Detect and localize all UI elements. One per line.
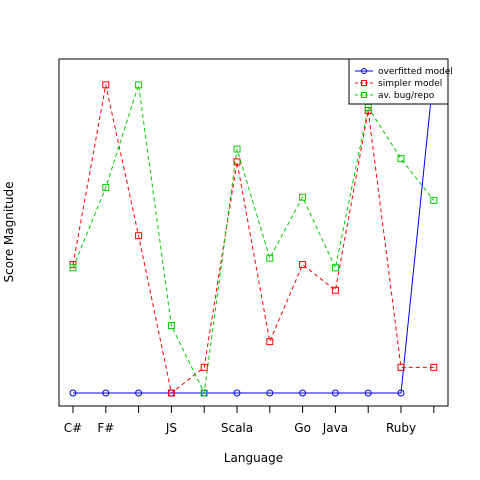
legend-marker [361,80,367,86]
data-point-overfitted-model-8 [331,389,339,397]
series-overfitted-model [69,68,438,397]
data-point-av-bug-repo-3 [167,322,175,330]
data-point-simpler-model-4 [200,363,208,371]
x-tick-label-f: F# [97,421,114,435]
data-point-av-bug-repo-11 [430,196,438,204]
data-point-av-bug-repo-2 [135,81,143,89]
x-tick-label-go: Go [294,421,311,435]
data-point-overfitted-model-7 [299,389,307,397]
data-point-simpler-model-11 [430,363,438,371]
data-point-overfitted-model-6 [266,389,274,397]
data-point-overfitted-model-0 [69,389,77,397]
data-point-overfitted-model-10 [397,389,405,397]
x-tick-label-java: Java [322,421,348,435]
data-point-simpler-model-2 [135,232,143,240]
legend: overfitted model simpler model av. bug/rep… [348,58,453,105]
y-axis-label: Score Magnitude [2,182,16,283]
legend-item-av-bug-repo: av. bug/repo [355,91,435,101]
legend-label: overfitted model [378,67,453,77]
x-tick-label-c: C# [64,421,82,435]
data-point-simpler-model-1 [102,81,110,89]
legend-label: simpler model [378,79,442,89]
data-point-av-bug-repo-5 [233,145,241,153]
x-tick-label-js: JS [165,421,177,435]
plot-frame [58,58,449,407]
legend-marker [361,68,367,74]
series-layer [69,68,438,397]
series-line-av-bug-repo [72,84,435,395]
x-axis: C# F# JS Scala Go Java Ruby [64,406,435,435]
data-point-av-bug-repo-8 [331,264,339,272]
series-line-overfitted-model [73,71,435,394]
legend-item-overfitted-model: overfitted model [355,67,453,77]
data-point-simpler-model-8 [331,286,339,294]
data-point-simpler-model-5 [233,158,241,166]
data-point-overfitted-model-5 [233,389,241,397]
data-point-av-bug-repo-10 [397,155,405,163]
legend-box [348,58,449,105]
data-point-overfitted-model-1 [102,389,110,397]
legend-item-simpler-model: simpler model [355,79,442,89]
legend-label: av. bug/repo [378,91,435,101]
data-point-simpler-model-6 [266,338,274,346]
data-point-overfitted-model-2 [135,389,143,397]
data-point-simpler-model-3 [167,389,175,397]
x-tick-label-ruby: Ruby [386,421,416,435]
data-point-av-bug-repo-7 [299,193,307,201]
data-point-simpler-model-10 [397,363,405,371]
x-tick-label-scala: Scala [221,421,253,435]
legend-marker [361,92,367,98]
x-axis-label: Language [224,451,283,465]
data-point-av-bug-repo-6 [266,254,274,262]
series-line-simpler-model [72,84,434,394]
data-point-simpler-model-7 [299,261,307,269]
data-point-av-bug-repo-4 [200,389,208,397]
data-point-overfitted-model-9 [364,389,372,397]
series-av-bug-repo [69,81,438,397]
data-point-av-bug-repo-1 [102,184,110,192]
data-point-av-bug-repo-0 [69,264,77,272]
